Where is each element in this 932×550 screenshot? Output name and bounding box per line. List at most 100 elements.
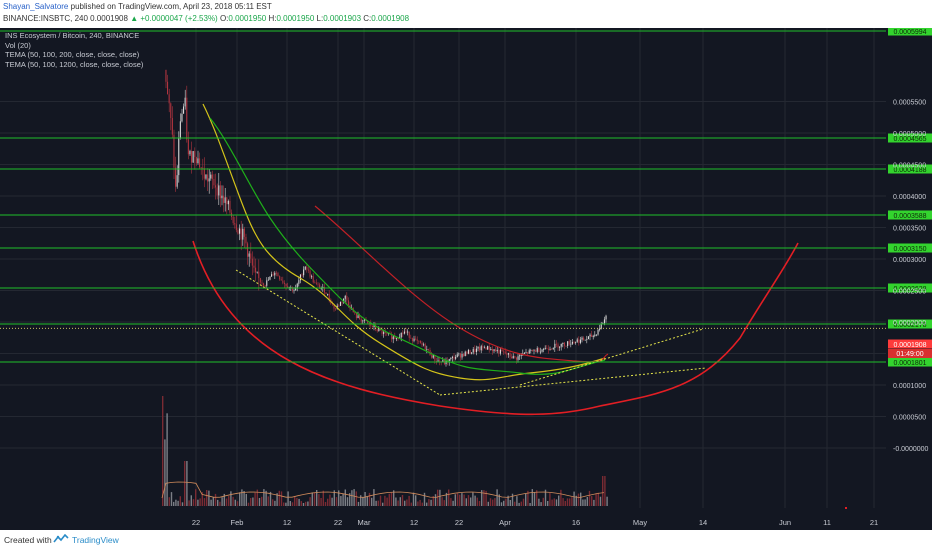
volume-bar [481, 490, 483, 506]
ohlc-h-label: H: [266, 14, 277, 23]
legend-tema2: TEMA (50, 100, 1200, close, close, close… [5, 59, 144, 69]
candle-body [362, 320, 364, 322]
candle-body [234, 223, 236, 225]
candle-body [227, 201, 229, 205]
candle-body [173, 134, 175, 168]
symbol-ohlc: BINANCE:INSBTC, 240 0.0001908 ▲ +0.00000… [3, 13, 409, 25]
candle-body [511, 356, 513, 359]
candle-body [461, 354, 463, 358]
volume-bar [283, 502, 285, 506]
volume-bar [379, 495, 382, 506]
candle-body [263, 283, 265, 286]
volume-bar [164, 439, 166, 506]
volume-bar [313, 492, 316, 506]
candle-body [303, 269, 305, 276]
candle-body [592, 335, 594, 337]
candle-body [474, 349, 476, 352]
candle-body [488, 346, 490, 350]
publish-header: Shayan_Salvatore published on TradingVie… [0, 0, 932, 28]
volume-bar [386, 497, 388, 506]
candle-body [213, 179, 215, 186]
candle-body [184, 97, 186, 107]
level-label-2: 0.0004188 [893, 167, 926, 174]
chart-area[interactable]: 0.0005994 0.0004565 0.0004188 0.0003588 0.00… [0, 28, 932, 530]
candle-body [272, 274, 274, 276]
volume-bar [432, 496, 434, 506]
volume-bar [439, 489, 441, 506]
chart-svg[interactable]: 0.0005994 0.0004565 0.0004188 0.0003588 0.00… [0, 28, 932, 530]
candle-body [463, 354, 465, 357]
tradingview-link[interactable]: TradingView [72, 535, 119, 545]
candle-body [479, 347, 481, 351]
volume-bar [553, 498, 555, 506]
volume-bar [580, 492, 582, 506]
volume-bar [179, 496, 181, 506]
volume-bar [472, 492, 474, 506]
ohlc-l-label: L: [314, 14, 324, 23]
volume-bar [373, 489, 375, 506]
candle-body [499, 349, 501, 354]
candle-body [471, 352, 473, 354]
level-label-bg-3 [888, 210, 932, 220]
y-tick-label-10: 0.0000500 [893, 415, 926, 422]
candle-body [189, 151, 191, 155]
y-tick-label-3: 0.0004000 [893, 194, 926, 201]
volume-bar [500, 502, 503, 506]
candle-body [523, 353, 525, 354]
legend-tema1: TEMA (50, 100, 200, close, close, close) [5, 50, 140, 59]
candle-body [319, 284, 321, 289]
level-label-bg-5 [888, 283, 932, 293]
volume-bar [540, 502, 542, 506]
volume-bar [324, 502, 327, 506]
volume-bar [302, 503, 305, 506]
candle-body [403, 331, 405, 334]
author-link[interactable]: Shayan_Salvatore [3, 2, 69, 11]
candle-body [376, 329, 378, 332]
candle-body [293, 290, 295, 292]
y-tick-label-7: 0.0002000 [893, 320, 926, 327]
countdown-label: 01:49:00 [896, 351, 923, 358]
level-label-5: 0.0002628 [893, 286, 926, 293]
candle-body [371, 325, 373, 327]
volume-bar [496, 489, 498, 506]
candle-body [269, 276, 271, 280]
volume-bar [338, 490, 340, 506]
volume-bar [408, 495, 410, 506]
volume-bar [573, 491, 575, 506]
level-label-bg-4 [888, 243, 932, 253]
candle-body [175, 167, 177, 187]
candle-body [197, 158, 199, 164]
candle-body [517, 356, 519, 360]
volume-bar [285, 502, 287, 506]
volume-bar [606, 496, 608, 506]
candle-body [218, 185, 220, 196]
candle-body [464, 351, 466, 357]
candle-body [416, 339, 418, 341]
volume-bar [525, 493, 527, 506]
volume-bar [342, 493, 344, 506]
candle-body [378, 328, 380, 332]
volume-bar [588, 490, 591, 506]
volume-bar [360, 495, 362, 506]
candle-body [255, 267, 257, 273]
candle-body [544, 347, 546, 350]
candle-body [567, 341, 569, 346]
volume-bar [217, 499, 219, 506]
candle-body [599, 328, 601, 330]
legend-title: INS Ecosystem / Bitcoin, 240, BINANCE [5, 31, 140, 40]
candle-body [519, 355, 521, 357]
y-tick-label-0: 0.0005500 [893, 100, 926, 107]
candle-body [331, 303, 333, 305]
candle-body [256, 271, 258, 273]
volume-bar [397, 500, 399, 506]
volume-bar [593, 499, 595, 506]
volume-bar [214, 493, 217, 506]
candle-body [211, 174, 213, 180]
candle-body [258, 271, 260, 279]
volume-bar [401, 495, 404, 506]
volume-bar [263, 489, 265, 506]
candle-body [555, 343, 557, 345]
candle-body [266, 280, 268, 286]
candle-body [304, 266, 306, 270]
footer: Created with TradingView [0, 530, 932, 550]
